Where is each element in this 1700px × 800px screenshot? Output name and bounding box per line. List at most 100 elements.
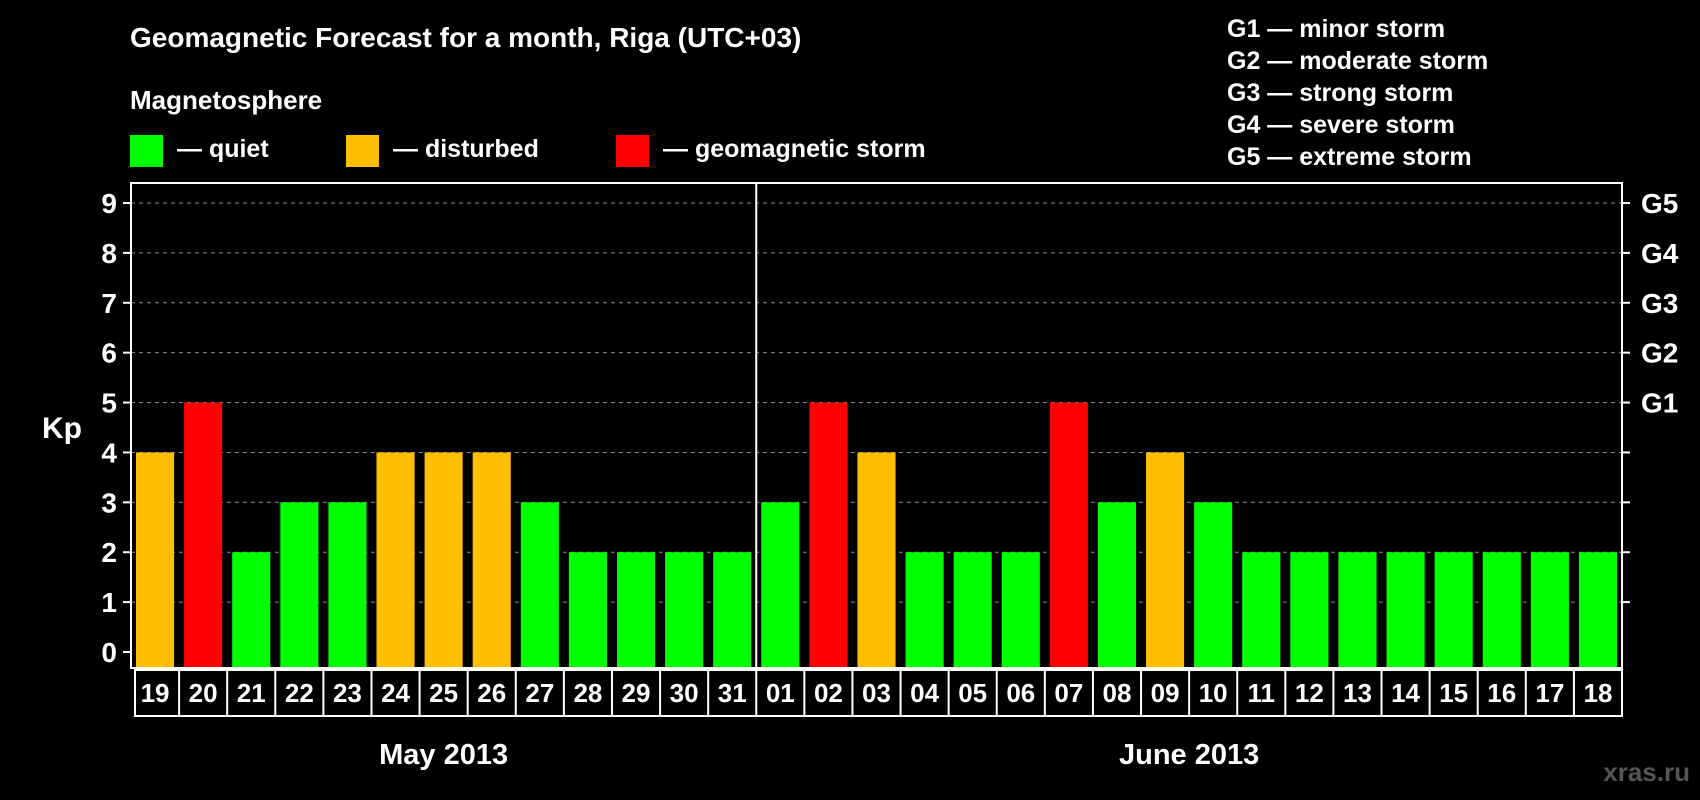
- y-axis: 0 1 2 3 4 5 6 7 8 9: [101, 188, 131, 668]
- legend-swatch-disturbed: [346, 135, 379, 167]
- x-tick-label-15: 15: [1439, 678, 1468, 708]
- bar-day-17: [1530, 552, 1569, 668]
- bar-day-09: [1146, 452, 1185, 668]
- storm-scale-g4: G4 — severe storm: [1227, 111, 1455, 139]
- x-tick-label-30: 30: [670, 678, 699, 708]
- bars: [136, 402, 1617, 668]
- legend-label-quiet: — quiet: [177, 135, 269, 163]
- bar-day-01: [761, 502, 800, 668]
- bar-day-31: [713, 552, 752, 668]
- x-tick-label-09: 09: [1151, 678, 1180, 708]
- x-tick-label-18: 18: [1583, 678, 1612, 708]
- x-tick-label-24: 24: [381, 678, 410, 708]
- x-tick-label-19: 19: [141, 678, 170, 708]
- chart-title: Geomagnetic Forecast for a month, Riga (…: [130, 22, 801, 53]
- x-tick-label-01: 01: [766, 678, 795, 708]
- x-tick-label-26: 26: [477, 678, 506, 708]
- x-tick-label-17: 17: [1535, 678, 1564, 708]
- right-axis-label-g1: G1: [1641, 388, 1678, 419]
- storm-scale-list: G1 — minor storm G2 — moderate storm G3 …: [1227, 15, 1488, 171]
- bar-day-13: [1338, 552, 1377, 668]
- y-tick-label-9: 9: [101, 188, 117, 219]
- y-tick-label-7: 7: [101, 288, 117, 319]
- x-tick-label-07: 07: [1054, 678, 1083, 708]
- bar-day-05: [953, 552, 992, 668]
- x-tick-label-28: 28: [573, 678, 602, 708]
- x-tick-label-12: 12: [1295, 678, 1324, 708]
- bar-day-23: [328, 502, 367, 668]
- y-tick-label-8: 8: [101, 238, 117, 269]
- bar-day-10: [1194, 502, 1233, 668]
- x-tick-label-13: 13: [1343, 678, 1372, 708]
- plot-border: [130, 182, 1623, 669]
- storm-scale-g5: G5 — extreme storm: [1227, 143, 1472, 171]
- x-tick-label-11: 11: [1248, 678, 1276, 708]
- y-tick-label-5: 5: [101, 388, 117, 419]
- bar-day-28: [568, 552, 607, 668]
- bar-day-30: [665, 552, 704, 668]
- right-axis-label-g5: G5: [1641, 188, 1678, 219]
- watermark: xras.ru: [1603, 757, 1690, 787]
- bar-day-06: [1001, 552, 1040, 668]
- y-tick-label-1: 1: [101, 587, 117, 618]
- x-tick-label-10: 10: [1199, 678, 1228, 708]
- bar-day-08: [1097, 502, 1137, 668]
- bar-day-02: [809, 402, 848, 668]
- x-tick-label-04: 04: [910, 678, 939, 708]
- y-tick-label-0: 0: [101, 637, 117, 668]
- legend-swatch-storm: [616, 135, 649, 167]
- x-tick-label-21: 21: [237, 678, 266, 708]
- legend-swatch-quiet: [130, 135, 163, 167]
- storm-scale-g2: G2 — moderate storm: [1227, 47, 1488, 75]
- x-tick-label-29: 29: [622, 678, 651, 708]
- legend: Magnetosphere — quiet — disturbed — geom…: [130, 85, 926, 167]
- bar-day-07: [1049, 402, 1088, 668]
- x-tick-label-25: 25: [429, 678, 458, 708]
- bar-day-11: [1242, 552, 1281, 668]
- day-label-box: [134, 669, 1623, 717]
- bar-day-04: [905, 552, 944, 668]
- bar-day-27: [520, 502, 559, 668]
- x-tick-label-23: 23: [333, 678, 362, 708]
- y-tick-label-2: 2: [101, 537, 117, 568]
- bar-day-14: [1386, 552, 1425, 668]
- month-label-0: May 2013: [379, 739, 508, 771]
- y-tick-label-3: 3: [101, 487, 117, 518]
- bar-day-19: [136, 452, 175, 668]
- y-tick-label-4: 4: [101, 437, 117, 468]
- storm-scale-g1: G1 — minor storm: [1227, 15, 1445, 43]
- right-axis-label-g4: G4: [1641, 238, 1679, 269]
- y-axis-label: Kp: [42, 412, 82, 445]
- x-tick-label-02: 02: [814, 678, 843, 708]
- y-tick-label-6: 6: [101, 338, 117, 369]
- bar-day-21: [232, 552, 271, 668]
- bar-day-16: [1482, 552, 1521, 668]
- x-tick-label-31: 31: [718, 678, 747, 708]
- x-tick-label-27: 27: [525, 678, 554, 708]
- legend-label-storm: — geomagnetic storm: [663, 135, 926, 163]
- x-tick-label-08: 08: [1103, 678, 1132, 708]
- bar-day-18: [1578, 552, 1617, 668]
- x-axis-day-labels: 19 20 21 22 23 24 25 26 27 28 29 30 31 01 02 03 04 05 06 07…: [134, 669, 1623, 717]
- x-tick-label-03: 03: [862, 678, 891, 708]
- month-labels: May 2013 June 2013: [379, 739, 1259, 771]
- bar-day-26: [472, 452, 511, 668]
- bar-day-24: [376, 452, 415, 668]
- right-axis-label-g3: G3: [1641, 288, 1678, 319]
- bar-day-15: [1434, 552, 1473, 668]
- bar-day-29: [616, 552, 656, 668]
- bar-day-22: [280, 502, 319, 668]
- legend-heading: Magnetosphere: [130, 85, 322, 115]
- right-axis: G1 G2 G3 G4 G5: [1622, 188, 1679, 604]
- bar-day-12: [1290, 552, 1329, 668]
- x-tick-label-22: 22: [285, 678, 314, 708]
- month-label-1: June 2013: [1119, 739, 1259, 771]
- plot-frame: [130, 182, 1623, 669]
- bar-day-03: [857, 452, 896, 668]
- right-axis-label-g2: G2: [1641, 338, 1678, 369]
- legend-label-disturbed: — disturbed: [393, 135, 539, 163]
- storm-scale-g3: G3 — strong storm: [1227, 79, 1453, 107]
- x-tick-label-16: 16: [1487, 678, 1516, 708]
- bar-day-25: [424, 452, 463, 668]
